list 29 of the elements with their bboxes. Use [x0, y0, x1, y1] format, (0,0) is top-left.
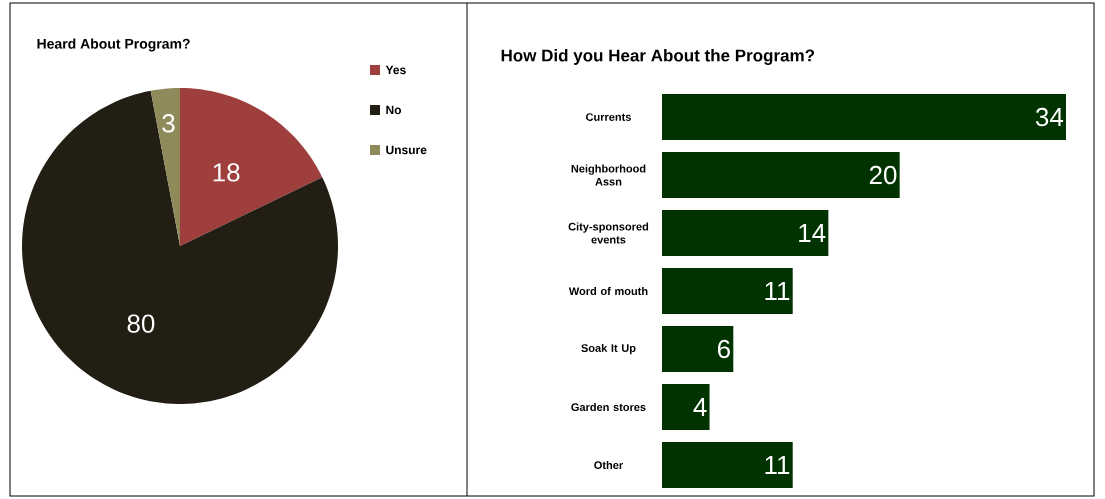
- data-label: 11: [765, 282, 790, 300]
- bar: [662, 152, 900, 199]
- data-label: 4: [693, 398, 707, 416]
- legend-label: Yes: [385, 65, 406, 75]
- bar: [662, 442, 793, 489]
- data-label: 11: [765, 456, 790, 474]
- data-label: 20: [869, 165, 897, 185]
- chart-title: Heard About Program?: [37, 38, 190, 52]
- bar: [662, 210, 829, 257]
- legend-label: No: [386, 105, 402, 115]
- y-tick-label: Neighborhood Assn: [571, 164, 646, 186]
- chart-title: How Did you Hear About the Program?: [501, 49, 815, 65]
- data-label: 6: [717, 339, 730, 359]
- y-tick-label: City-sponsored events: [568, 222, 649, 244]
- data-label: 14: [799, 224, 826, 242]
- data-label: 80: [127, 314, 155, 333]
- bar: [662, 326, 734, 373]
- bar: [662, 94, 1067, 141]
- legend-label: Unsure: [386, 145, 427, 155]
- data-label: 18: [213, 163, 240, 182]
- y-tick-label: Currents: [586, 113, 631, 121]
- data-label: 34: [1035, 107, 1064, 127]
- bar: [662, 384, 710, 431]
- bar: [662, 268, 793, 315]
- data-label: 3: [162, 114, 175, 133]
- y-tick-label: Other: [594, 460, 623, 470]
- y-tick-label: Garden stores: [571, 402, 646, 412]
- y-tick-label: Soak It Up: [581, 343, 636, 355]
- y-tick-label: Word of mouth: [568, 286, 648, 296]
